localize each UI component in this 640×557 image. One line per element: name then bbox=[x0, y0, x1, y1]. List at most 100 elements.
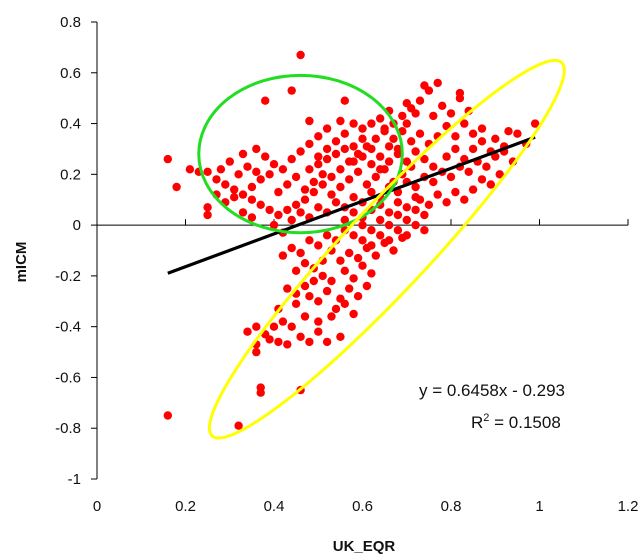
data-point bbox=[429, 111, 438, 121]
data-point bbox=[287, 243, 296, 253]
y-axis-title: mICM bbox=[13, 242, 30, 283]
data-point bbox=[327, 276, 336, 286]
data-point bbox=[309, 187, 318, 197]
data-point bbox=[331, 304, 341, 314]
x-tick-label: 0.6 bbox=[352, 498, 373, 515]
data-point bbox=[420, 210, 429, 220]
data-point bbox=[314, 203, 323, 212]
data-point bbox=[336, 182, 345, 192]
data-point bbox=[464, 167, 473, 176]
data-point bbox=[415, 129, 425, 138]
y-tick-label: -0.2 bbox=[55, 268, 81, 285]
data-point bbox=[340, 266, 349, 275]
data-point bbox=[265, 170, 274, 179]
data-point bbox=[407, 137, 416, 146]
data-point bbox=[243, 162, 252, 171]
data-point bbox=[393, 144, 403, 154]
data-point bbox=[203, 167, 212, 176]
data-point bbox=[296, 248, 305, 258]
y-tick-label: -0.6 bbox=[55, 369, 81, 386]
highlight-ellipses bbox=[197, 58, 566, 440]
data-point bbox=[247, 195, 257, 204]
data-point bbox=[238, 208, 248, 217]
data-point bbox=[393, 198, 403, 207]
data-point bbox=[283, 180, 292, 189]
data-point bbox=[274, 187, 283, 197]
data-point bbox=[367, 241, 376, 250]
data-point bbox=[314, 241, 323, 250]
data-point bbox=[358, 261, 367, 270]
data-point bbox=[433, 190, 442, 199]
data-point bbox=[327, 190, 336, 199]
data-point bbox=[314, 317, 323, 326]
data-point bbox=[353, 292, 363, 301]
data-point bbox=[402, 231, 411, 240]
data-point bbox=[420, 154, 429, 164]
data-point bbox=[358, 124, 367, 133]
data-point bbox=[305, 116, 314, 126]
data-point bbox=[358, 152, 367, 161]
data-point bbox=[340, 299, 349, 308]
data-point bbox=[265, 335, 274, 344]
data-point bbox=[296, 332, 305, 341]
trendline-group bbox=[167, 135, 536, 275]
data-point bbox=[460, 195, 469, 204]
data-point bbox=[163, 154, 172, 164]
data-point bbox=[331, 149, 341, 159]
data-point bbox=[309, 177, 318, 187]
data-point bbox=[300, 195, 310, 204]
data-point bbox=[305, 292, 314, 301]
data-point bbox=[468, 185, 478, 194]
data-point bbox=[384, 220, 394, 230]
data-point bbox=[468, 144, 478, 154]
data-point bbox=[491, 134, 500, 143]
data-point bbox=[261, 96, 270, 105]
axis-ticks: 0.8 0.6 0.4 0.2 0 -0.2 -0.4 -0.6 -0.8 -1 0 0.2 0.4 0.… bbox=[55, 14, 638, 515]
data-point bbox=[247, 182, 257, 192]
data-point bbox=[225, 157, 234, 166]
data-point bbox=[322, 337, 332, 347]
data-point bbox=[234, 170, 243, 179]
data-point bbox=[327, 312, 336, 321]
data-point bbox=[331, 198, 341, 207]
data-point bbox=[477, 124, 487, 133]
y-tick-label: -0.4 bbox=[55, 319, 81, 336]
data-point bbox=[349, 119, 358, 128]
data-point bbox=[380, 124, 389, 133]
data-point bbox=[367, 187, 376, 197]
data-point bbox=[482, 162, 491, 171]
y-tick-label: 0.2 bbox=[60, 166, 81, 183]
data-point bbox=[349, 193, 358, 202]
data-point bbox=[411, 205, 420, 215]
data-point bbox=[278, 317, 288, 326]
data-point bbox=[300, 312, 310, 321]
data-point bbox=[530, 119, 540, 128]
data-point bbox=[446, 109, 456, 118]
data-point bbox=[287, 322, 296, 331]
data-point bbox=[367, 269, 376, 278]
data-point bbox=[305, 337, 314, 347]
data-point bbox=[221, 180, 230, 189]
x-tick-label: 0.2 bbox=[175, 498, 196, 515]
data-point bbox=[278, 251, 288, 260]
data-point bbox=[442, 152, 451, 161]
data-point bbox=[216, 165, 226, 174]
data-point bbox=[274, 337, 283, 347]
data-point bbox=[451, 187, 460, 197]
data-point bbox=[291, 172, 301, 182]
data-point bbox=[331, 137, 341, 146]
data-point bbox=[353, 253, 363, 263]
r-squared-prefix: R bbox=[471, 413, 483, 432]
data-point bbox=[256, 200, 265, 209]
x-axis-title: UK_EQR bbox=[333, 538, 396, 555]
data-point bbox=[460, 119, 469, 128]
data-point bbox=[468, 129, 478, 138]
trendline-equation: y = 0.6458x - 0.293 bbox=[419, 381, 565, 400]
data-point bbox=[256, 175, 265, 184]
data-point bbox=[314, 132, 323, 141]
data-point bbox=[402, 99, 411, 108]
data-point bbox=[278, 165, 288, 174]
data-point bbox=[367, 144, 376, 154]
data-point bbox=[358, 134, 367, 143]
